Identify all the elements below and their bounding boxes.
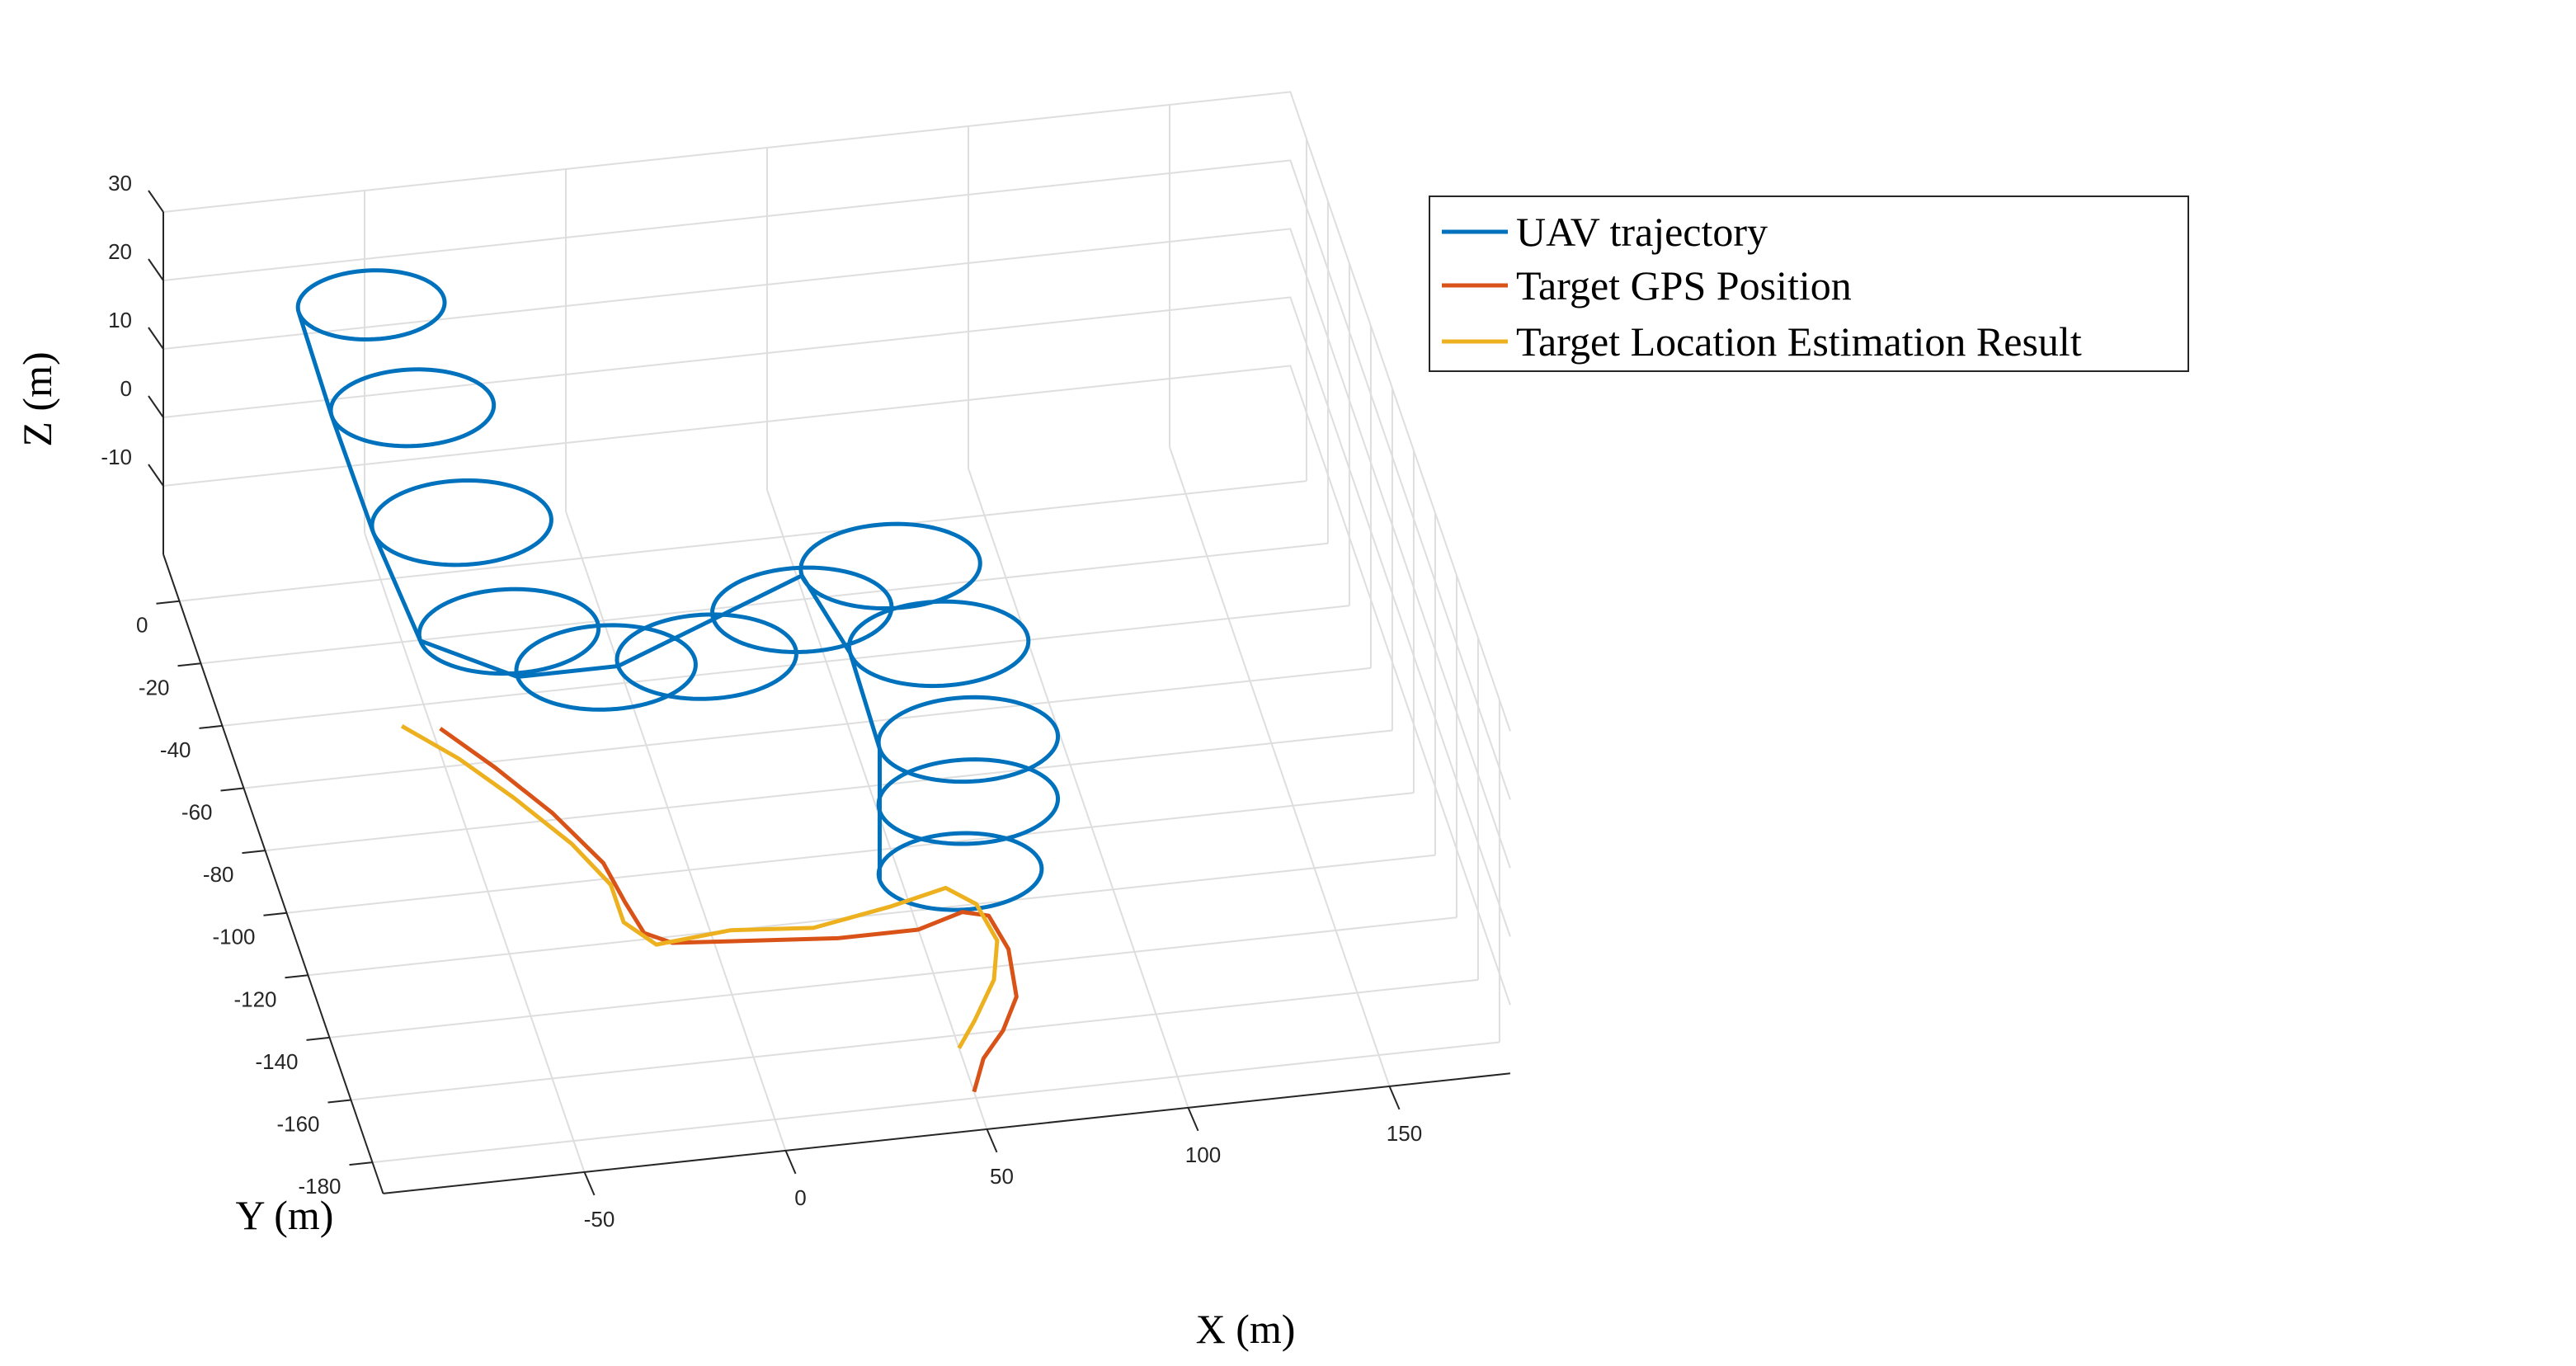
legend: UAV trajectory Target GPS Position Targe… [1429,195,2189,372]
grid-line-x-4 [1169,446,1391,1087]
x-tick-3 [1187,1107,1199,1132]
y-tick-label-8: -160 [276,1112,319,1137]
y-tick-label-9: -180 [298,1174,341,1199]
y-tick-0 [156,600,180,605]
tick-labels: -500501001500-20-40-60-80-100-120-140-16… [101,171,1422,1232]
x-axis-line [383,1072,1511,1194]
z-tick-label-3: 0 [120,376,132,401]
grid-line-y-2 [222,605,1350,727]
x-tick-label-4: 150 [1387,1121,1422,1146]
grid-line-y-0 [179,480,1307,602]
series-target-gps [439,727,1019,1093]
series-group [295,268,1061,1093]
series-uav-trajectory [295,268,1061,912]
y-tick-label-6: -120 [233,987,276,1011]
z-tick-4 [148,464,164,487]
legend-label-uav: UAV trajectory [1516,209,1768,255]
y-tick-4 [242,850,266,855]
y-tick-label-0: 0 [136,613,148,638]
grid-line-y-6 [308,854,1436,977]
x-tick-0 [583,1171,596,1196]
grid [162,91,1511,1173]
y-tick-label-4: -80 [203,862,234,887]
y-tick-1 [177,662,201,667]
y-tick-label-3: -60 [181,800,213,825]
legend-label-estimate: Target Location Estimation Result [1516,318,2082,365]
z-tick-label-1: 20 [108,239,132,264]
x-tick-label-1: 0 [794,1185,806,1210]
grid-line-z-2 [162,228,1511,869]
y-tick-9 [349,1161,373,1166]
grid-line-y-1 [200,542,1329,665]
y-tick-5 [263,911,287,916]
legend-label-gps: Target GPS Position [1516,262,1852,309]
x-axis-label: X (m) [1196,1306,1296,1352]
grid-line-y-7 [329,916,1458,1039]
grid-line-z-4 [162,365,1511,1006]
x-tick-label-0: -50 [584,1207,615,1232]
z-tick-3 [148,395,164,418]
y-tick-3 [220,787,244,792]
grid-line-y-3 [243,667,1372,789]
grid-line-y-4 [265,729,1393,852]
z-tick-label-2: 10 [108,308,132,332]
grid-line-x-0 [364,532,586,1173]
y-tick-label-2: -40 [160,737,191,762]
x-tick-label-2: 50 [990,1164,1014,1189]
grid-line-y-5 [286,792,1415,914]
series-target-estimate [400,724,1000,1049]
legend-box [1429,195,2189,372]
x-tick-label-3: 100 [1185,1142,1221,1167]
grid-line-z-0 [162,91,1511,732]
grid-line-x-1 [565,511,787,1152]
z-tick-1 [148,258,164,281]
z-axis-label: Z (m) [14,351,60,446]
grid-line-y-8 [351,978,1479,1101]
y-axis-line [162,553,384,1194]
x-tick-1 [784,1150,797,1175]
grid-line-z-1 [162,159,1511,800]
z-tick-0 [148,190,164,213]
z-tick-label-4: -10 [101,445,132,469]
y-tick-7 [306,1036,330,1041]
grid-line-z-3 [162,296,1511,937]
z-tick-2 [148,327,164,350]
x-tick-2 [986,1128,998,1153]
x-tick-4 [1388,1086,1401,1110]
z-tick-label-0: 30 [108,171,132,195]
y-tick-2 [199,724,223,729]
y-tick-label-7: -140 [255,1049,298,1074]
y-axis-label: Y (m) [236,1192,334,1238]
y-tick-label-1: -20 [139,675,170,699]
grid-line-y-9 [372,1041,1500,1164]
y-tick-6 [285,974,308,979]
grid-line-x-3 [968,468,1189,1109]
y-tick-label-5: -100 [212,925,255,949]
y-tick-8 [327,1099,351,1104]
axes [148,190,1511,1196]
grid-line-x-2 [766,489,988,1130]
